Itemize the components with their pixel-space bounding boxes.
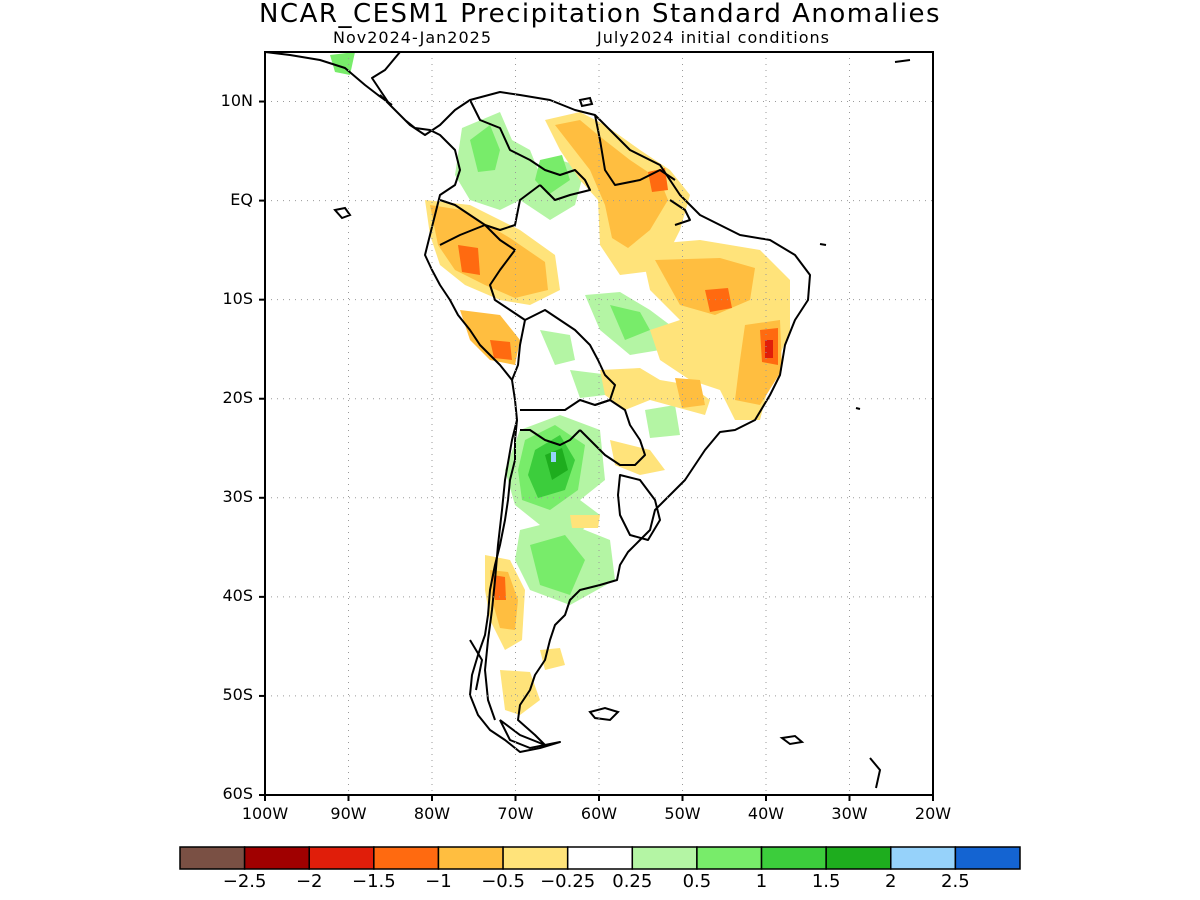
dry-anomaly-bahia-peak xyxy=(765,340,773,358)
lon-tick-label: 30W xyxy=(831,804,868,823)
colorbar-swatch xyxy=(437,846,504,870)
colombia-brazil-border xyxy=(439,184,541,231)
galapagos-islands xyxy=(333,206,352,220)
colorbar-swatch xyxy=(631,846,698,870)
lon-tick-label: 90W xyxy=(330,804,367,823)
dry-anomaly-ecuador-peru-mid xyxy=(430,205,548,298)
lon-tick-label: 40W xyxy=(747,804,785,823)
colorbar-swatch xyxy=(760,846,827,870)
venezuela-border xyxy=(469,99,591,201)
colorbar-swatch xyxy=(696,846,763,870)
dry-anomaly-patagonia xyxy=(500,670,540,715)
colorbar-label: −0.25 xyxy=(540,871,596,892)
dry-anomaly-patagonia-east xyxy=(540,648,565,670)
colorbar-swatch xyxy=(243,846,310,870)
colorbar-label: −2.5 xyxy=(222,871,267,892)
atlantic-island-north xyxy=(894,59,911,63)
lat-tick-label: 50S xyxy=(222,684,253,704)
argentina-border xyxy=(520,429,581,446)
dry-anomaly-uruguay xyxy=(570,515,600,528)
uruguay-border xyxy=(617,474,661,541)
wet-anomaly-paraguay xyxy=(570,370,610,398)
south-sandwich-islands xyxy=(869,757,882,789)
colorbar-label: −1 xyxy=(425,871,452,892)
south-america-coastline xyxy=(371,52,811,753)
colorbar-swatch xyxy=(954,846,1021,870)
colorbar-swatch xyxy=(566,846,634,870)
chile-argentina-border xyxy=(484,419,518,721)
lat-tick-label: 10N xyxy=(220,90,253,110)
tick-marks xyxy=(259,100,934,801)
lon-tick-label: 100W xyxy=(241,804,289,823)
lat-tick-label: 30S xyxy=(222,486,253,506)
colorbar-swatch xyxy=(179,846,246,870)
islands xyxy=(333,59,911,789)
wet-anomaly-east xyxy=(645,405,680,438)
colorbar-swatch xyxy=(308,846,375,870)
guianas-border xyxy=(594,114,676,186)
bolivia-border xyxy=(520,309,616,411)
trinidad-island xyxy=(578,96,594,108)
map-title: NCAR_CESM1 Precipitation Standard Anomal… xyxy=(258,0,942,29)
amazon-mouth xyxy=(669,199,691,226)
initial-conditions: July2024 initial conditions xyxy=(597,28,830,47)
lon-tick-label: 50W xyxy=(664,804,701,823)
fernando-de-noronha xyxy=(819,243,827,246)
colorbar-label: 1 xyxy=(755,871,768,892)
wet-anomaly-bolivia xyxy=(540,330,575,365)
colorbar-swatch xyxy=(825,846,892,870)
wet-anomaly-venezuela xyxy=(535,155,570,195)
colorbar-label: 1.5 xyxy=(811,871,841,892)
falkland-islands xyxy=(588,706,620,722)
colorbar-label: 2 xyxy=(885,871,897,892)
lat-tick-label: 10S xyxy=(222,288,253,308)
dry-anomaly-guianas-mid xyxy=(555,120,668,248)
coastlines xyxy=(265,52,811,753)
forecast-period: Nov2024-Jan2025 xyxy=(333,28,492,47)
trindade-island xyxy=(855,407,861,410)
dry-anomaly-northeast-core xyxy=(705,288,732,312)
colorbar-label: 0.25 xyxy=(612,871,653,892)
colorbar-label: 2.5 xyxy=(941,871,970,892)
anomaly-shading xyxy=(330,52,790,715)
lat-tick-label: EQ xyxy=(230,189,253,209)
colorbar xyxy=(179,846,1021,870)
lon-tick-label: 70W xyxy=(497,804,534,823)
lat-tick-label: 20S xyxy=(222,387,253,407)
wet-anomaly-peak-blue xyxy=(551,452,556,462)
wet-anomaly-central-brazil-core xyxy=(610,305,650,340)
dry-anomaly-ecuador-peru-core xyxy=(458,245,480,275)
colorbar-swatch xyxy=(502,846,569,870)
paraguay-border xyxy=(579,399,646,466)
colorbar-label: −1.5 xyxy=(351,871,396,892)
colorbar-swatch xyxy=(373,846,440,870)
colorbar-label: −0.5 xyxy=(481,871,525,892)
wet-anomaly-patagonia-core xyxy=(530,535,585,595)
wet-anomaly-north-panama xyxy=(330,52,355,75)
lat-tick-label: 40S xyxy=(222,585,253,605)
colorbar-label: −2 xyxy=(295,871,323,892)
lon-tick-label: 20W xyxy=(914,804,952,823)
lon-tick-label: 80W xyxy=(413,804,451,823)
dry-anomaly-chile-core xyxy=(493,575,506,600)
dry-anomaly-south-peru-core xyxy=(490,340,512,360)
south-georgia-island xyxy=(779,734,805,746)
wet-anomaly-peak xyxy=(545,448,568,480)
colorbar-swatch xyxy=(890,846,957,870)
lat-tick-label: 60S xyxy=(222,784,253,803)
central-america-coastline xyxy=(265,52,393,106)
lon-tick-label: 60W xyxy=(580,804,618,823)
tierra-del-fuego xyxy=(499,719,549,750)
wet-anomaly-colombia-core xyxy=(470,125,500,172)
colorbar-label: 0.5 xyxy=(682,871,712,892)
dry-anomaly-parana xyxy=(610,440,665,475)
peru-border xyxy=(439,224,526,381)
chiloe-archipelago xyxy=(469,639,484,691)
